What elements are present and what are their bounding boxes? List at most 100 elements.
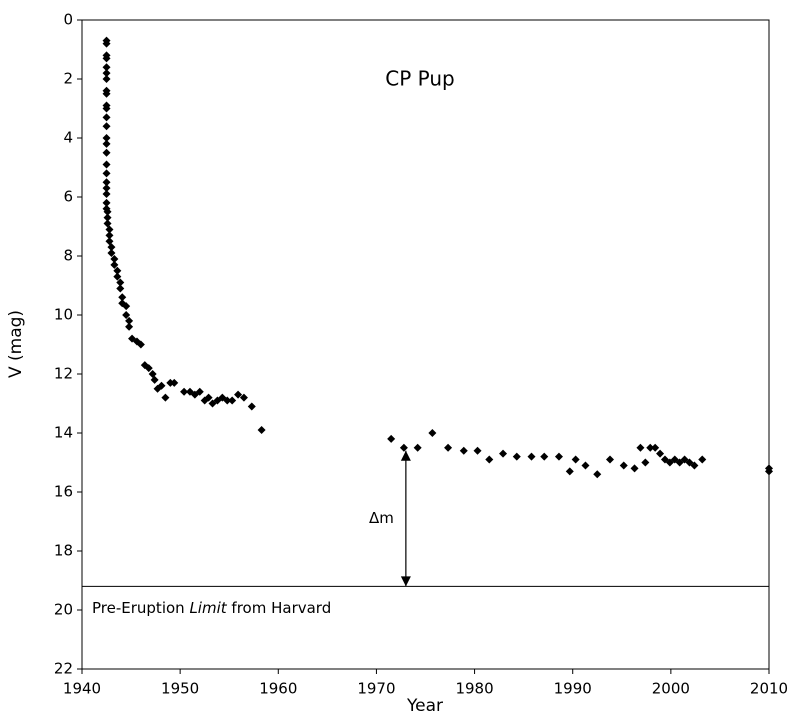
- data-point: [581, 461, 590, 470]
- data-point: [512, 452, 521, 461]
- data-point: [651, 443, 660, 452]
- data-point: [459, 446, 468, 455]
- data-point: [195, 387, 204, 396]
- data-point: [170, 378, 179, 387]
- data-point: [606, 455, 615, 464]
- y-tick-label: 8: [63, 247, 73, 265]
- data-point: [102, 89, 111, 98]
- data-point: [107, 249, 116, 258]
- chart-title: CP Pup: [385, 67, 454, 91]
- data-point: [103, 207, 112, 216]
- y-tick-label: 22: [54, 660, 73, 678]
- data-point: [118, 293, 127, 302]
- data-point: [102, 63, 111, 72]
- data-point: [136, 340, 145, 349]
- data-point: [180, 387, 189, 396]
- x-tick-label: 1940: [63, 680, 101, 698]
- x-tick-label: 1980: [455, 680, 493, 698]
- data-point: [656, 449, 665, 458]
- limit-label-part: from Harvard: [231, 599, 331, 617]
- data-point: [122, 302, 131, 311]
- y-axis-label: V (mag): [6, 310, 26, 378]
- data-point: [413, 443, 422, 452]
- data-point: [223, 396, 232, 405]
- data-point: [102, 184, 111, 193]
- data-point: [571, 455, 580, 464]
- y-tick-label: 6: [63, 188, 73, 206]
- y-tick-label: 14: [54, 424, 73, 442]
- x-tick-label: 1970: [357, 680, 395, 698]
- data-point: [257, 426, 266, 435]
- data-point: [444, 443, 453, 452]
- data-point: [110, 260, 119, 269]
- y-tick-label: 0: [63, 11, 73, 29]
- data-point: [387, 434, 396, 443]
- y-tick-label: 20: [54, 601, 73, 619]
- data-point: [204, 393, 213, 402]
- data-point: [110, 254, 119, 263]
- x-axis-label: Year: [406, 696, 443, 716]
- data-point: [102, 148, 111, 157]
- data-point: [102, 190, 111, 199]
- limit-label-part: Pre-Eruption: [92, 599, 185, 617]
- data-point: [161, 393, 170, 402]
- data-point: [239, 393, 248, 402]
- data-point: [234, 390, 243, 399]
- data-point: [527, 452, 536, 461]
- data-point: [102, 69, 111, 78]
- data-point: [113, 272, 122, 281]
- data-point: [102, 104, 111, 113]
- y-tick-label: 16: [54, 483, 73, 501]
- data-point: [102, 198, 111, 207]
- data-point: [103, 213, 112, 222]
- delta-label: Δm: [369, 509, 394, 527]
- x-tick-label: 1950: [161, 680, 199, 698]
- data-point: [690, 461, 699, 470]
- data-point: [102, 39, 111, 48]
- data-point: [540, 452, 549, 461]
- x-tick-label: 1960: [259, 680, 297, 698]
- data-point: [428, 429, 437, 437]
- y-tick-label: 10: [54, 306, 73, 324]
- data-point: [150, 375, 159, 384]
- data-point: [102, 178, 111, 187]
- y-tick-label: 12: [54, 365, 73, 383]
- data-point: [473, 446, 482, 455]
- data-point: [105, 231, 114, 240]
- limit-label: Pre-Eruption Limit from Harvard: [92, 599, 331, 617]
- data-point: [102, 54, 111, 63]
- data-point: [116, 284, 125, 293]
- data-point: [102, 160, 111, 169]
- data-point: [636, 443, 645, 452]
- arrow-head: [400, 450, 411, 461]
- y-tick-label: 2: [63, 70, 73, 88]
- data-point: [228, 396, 237, 405]
- data-point: [641, 458, 650, 467]
- x-tick-label: 2000: [652, 680, 690, 698]
- data-point: [399, 443, 408, 452]
- data-point: [125, 316, 134, 325]
- data-point: [646, 443, 655, 452]
- data-point: [102, 113, 111, 122]
- data-point: [122, 311, 131, 319]
- data-point: [116, 278, 125, 287]
- data-point: [619, 461, 628, 470]
- data-point: [102, 75, 111, 83]
- data-point: [247, 402, 256, 411]
- data-point: [593, 470, 602, 479]
- data-point: [554, 452, 563, 461]
- data-point: [630, 464, 639, 473]
- data-point: [105, 225, 114, 234]
- data-point: [107, 243, 116, 252]
- data-point: [102, 122, 111, 131]
- data-point: [113, 266, 122, 275]
- data-point: [102, 139, 111, 148]
- limit-label-part: Limit: [189, 599, 227, 617]
- data-point: [485, 455, 494, 464]
- data-point: [144, 364, 153, 373]
- x-tick-label: 2010: [750, 680, 788, 698]
- data-point: [698, 455, 707, 464]
- data-point: [765, 467, 773, 476]
- y-tick-label: 18: [54, 542, 73, 560]
